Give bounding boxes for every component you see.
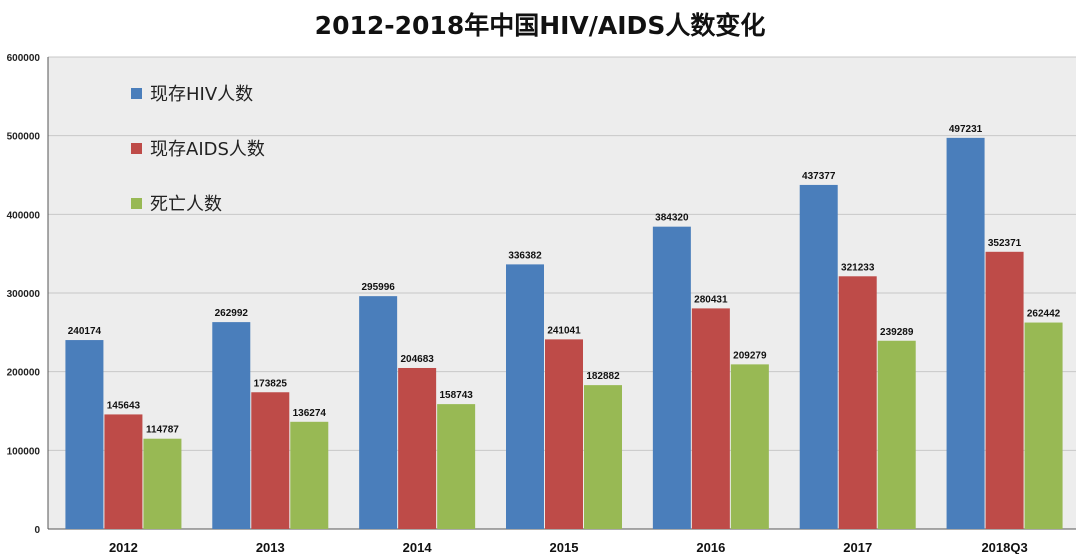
bar xyxy=(985,251,1024,529)
legend-label: 现存HIV人数 xyxy=(150,84,253,105)
bar xyxy=(799,184,838,529)
x-tick-label: 2016 xyxy=(696,540,725,554)
bar xyxy=(437,404,476,529)
bar xyxy=(545,339,583,529)
x-tick-labels: 2012 2013 2014 2015 2016 2017 2018Q3 xyxy=(109,540,1028,554)
bar xyxy=(838,276,877,529)
bar xyxy=(212,322,251,529)
y-tick-label: 500000 xyxy=(7,132,41,143)
x-tick-label: 2017 xyxy=(843,540,872,554)
bar xyxy=(584,385,622,529)
bar xyxy=(143,438,182,529)
legend-swatch xyxy=(131,198,142,209)
data-label: 497231 xyxy=(949,124,983,135)
bar xyxy=(398,367,437,529)
data-label: 352371 xyxy=(988,238,1022,249)
data-label: 136274 xyxy=(293,408,327,419)
bar xyxy=(691,308,730,529)
bar xyxy=(251,392,290,529)
data-label: 209279 xyxy=(733,350,767,361)
y-tick-label: 600000 xyxy=(7,53,41,64)
x-tick-label: 2013 xyxy=(256,540,285,554)
bar xyxy=(946,137,985,529)
bar xyxy=(506,264,544,529)
data-label: 437377 xyxy=(802,171,836,182)
bar xyxy=(1024,322,1063,529)
bar xyxy=(359,296,398,529)
bar xyxy=(877,340,916,529)
data-label: 384320 xyxy=(655,213,689,224)
chart-title: 2012-2018年中国HIV/AIDS人数变化 xyxy=(315,11,766,40)
x-tick-label: 2018Q3 xyxy=(981,540,1027,554)
data-label: 241041 xyxy=(547,325,581,336)
data-label: 239289 xyxy=(880,327,914,338)
bar xyxy=(104,414,143,529)
bar xyxy=(730,364,769,529)
bar xyxy=(290,421,329,529)
y-tick-label: 300000 xyxy=(7,289,41,300)
data-label: 158743 xyxy=(439,390,473,401)
x-tick-label: 2012 xyxy=(109,540,138,554)
data-label: 262992 xyxy=(215,308,249,319)
data-label: 204683 xyxy=(400,354,434,365)
data-label: 262442 xyxy=(1027,309,1061,320)
data-label: 182882 xyxy=(586,371,620,382)
data-label: 240174 xyxy=(68,326,102,337)
bar xyxy=(65,340,104,529)
y-tick-label: 200000 xyxy=(7,368,41,379)
data-label: 145643 xyxy=(107,400,141,411)
data-label: 336382 xyxy=(508,250,542,261)
x-tick-label: 2014 xyxy=(403,540,433,554)
data-label: 173825 xyxy=(254,378,288,389)
legend-swatch xyxy=(131,88,142,99)
data-labels: 240174 145643 114787 262992 173825 136274 2959… xyxy=(68,124,1061,436)
data-label: 295996 xyxy=(361,282,395,293)
y-tick-label: 0 xyxy=(34,525,40,536)
x-tick-label: 2015 xyxy=(550,540,579,554)
data-label: 280431 xyxy=(694,294,728,305)
legend-label: 死亡人数 xyxy=(150,194,222,215)
y-tick-labels: 0 100000 200000 300000 400000 500000 600000 xyxy=(7,53,41,536)
y-tick-label: 100000 xyxy=(7,446,41,457)
y-tick-label: 400000 xyxy=(7,210,41,221)
legend-label: 现存AIDS人数 xyxy=(150,139,265,160)
bar xyxy=(652,226,691,529)
data-label: 321233 xyxy=(841,262,875,273)
bars xyxy=(65,137,1063,529)
data-label: 114787 xyxy=(146,425,179,436)
legend-swatch xyxy=(131,143,142,154)
